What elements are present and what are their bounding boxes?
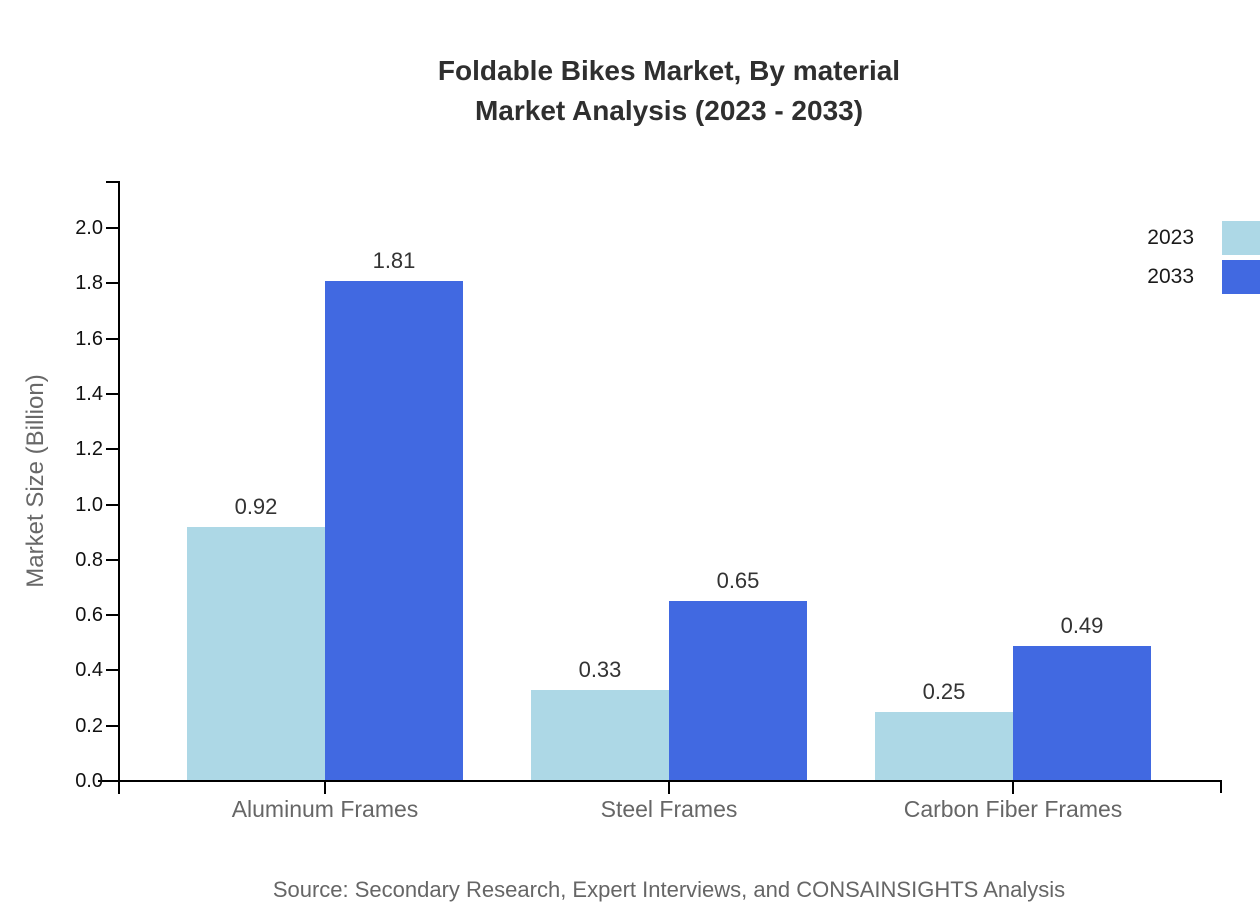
x-tick-mark-steel-frames [668,782,670,794]
y-tick-label-0.4: 0.4 [75,659,103,681]
legend-item-2023: 2023 [1147,220,1260,255]
legend-label-2033: 2033 [1147,264,1194,288]
y-tick-label-0.6: 0.6 [75,604,103,626]
y-tick-label-0.2: 0.2 [75,715,103,737]
x-category-label-carbon-fiber-frames: Carbon Fiber Frames [903,796,1123,822]
bar-value-label-2023-steel-frames: 0.33 [578,657,622,682]
y-tick-label-1.0: 1.0 [75,494,103,516]
y-tick-mark-1.8 [106,282,119,284]
y-tick-mark-1.6 [106,338,119,340]
y-tick-mark-0.8 [106,559,119,561]
y-tick-label-1.4: 1.4 [75,383,103,405]
y-tick-label-1.2: 1.2 [75,438,103,460]
bar-2023-steel-frames [531,690,669,781]
legend-swatch-2023-icon [1222,220,1260,255]
chart-title-line2: Market Analysis (2023 - 2033) [474,95,864,126]
bar-value-label-2023-carbon-fiber-frames: 0.25 [922,679,966,704]
bar-value-label-2033-carbon-fiber-frames: 0.49 [1060,613,1104,638]
y-tick-mark-1.4 [106,393,119,395]
y-tick-label-0.8: 0.8 [75,549,103,571]
bar-2023-carbon-fiber-frames [875,712,1013,781]
legend-label-2023: 2023 [1147,225,1194,249]
y-tick-mark-2.0 [106,227,119,229]
x-axis-line [98,780,1222,782]
source-note: Source: Secondary Research, Expert Inter… [272,877,1066,902]
y-axis-line [118,181,120,794]
chart-title-line1: Foldable Bikes Market, By material [437,55,901,86]
y-tick-mark-0.2 [106,725,119,727]
y-tick-label-0.0: 0.0 [75,770,103,792]
x-tick-mark-carbon-fiber-frames [1012,782,1014,794]
x-tick-mark-aluminum-frames [324,782,326,794]
bar-value-label-2033-steel-frames: 0.65 [716,568,760,593]
x-category-label-aluminum-frames: Aluminum Frames [231,796,419,822]
x-category-label-steel-frames: Steel Frames [600,796,738,822]
bar-value-label-2023-aluminum-frames: 0.92 [234,494,278,519]
bar-2033-carbon-fiber-frames [1013,646,1151,781]
y-tick-label-1.8: 1.8 [75,272,103,294]
bar-2033-steel-frames [669,601,807,781]
y-tick-mark-0.0 [106,780,119,782]
bar-2023-aluminum-frames [187,527,325,781]
y-tick-mark-1.0 [106,504,119,506]
y-tick-label-2.0: 2.0 [75,217,103,239]
bar-2033-aluminum-frames [325,281,463,781]
y-tick-mark-0.4 [106,669,119,671]
legend-item-2033: 2033 [1147,259,1260,294]
x-axis-right-cap [1220,780,1222,793]
y-tick-mark-0.6 [106,614,119,616]
y-tick-label-1.6: 1.6 [75,328,103,350]
y-axis-top-cap [106,181,119,183]
legend-swatch-2033-icon [1222,259,1260,294]
chart-title: Foldable Bikes Market, By material Marke… [369,51,969,131]
bar-value-label-2033-aluminum-frames: 1.81 [372,248,416,273]
y-tick-mark-1.2 [106,448,119,450]
